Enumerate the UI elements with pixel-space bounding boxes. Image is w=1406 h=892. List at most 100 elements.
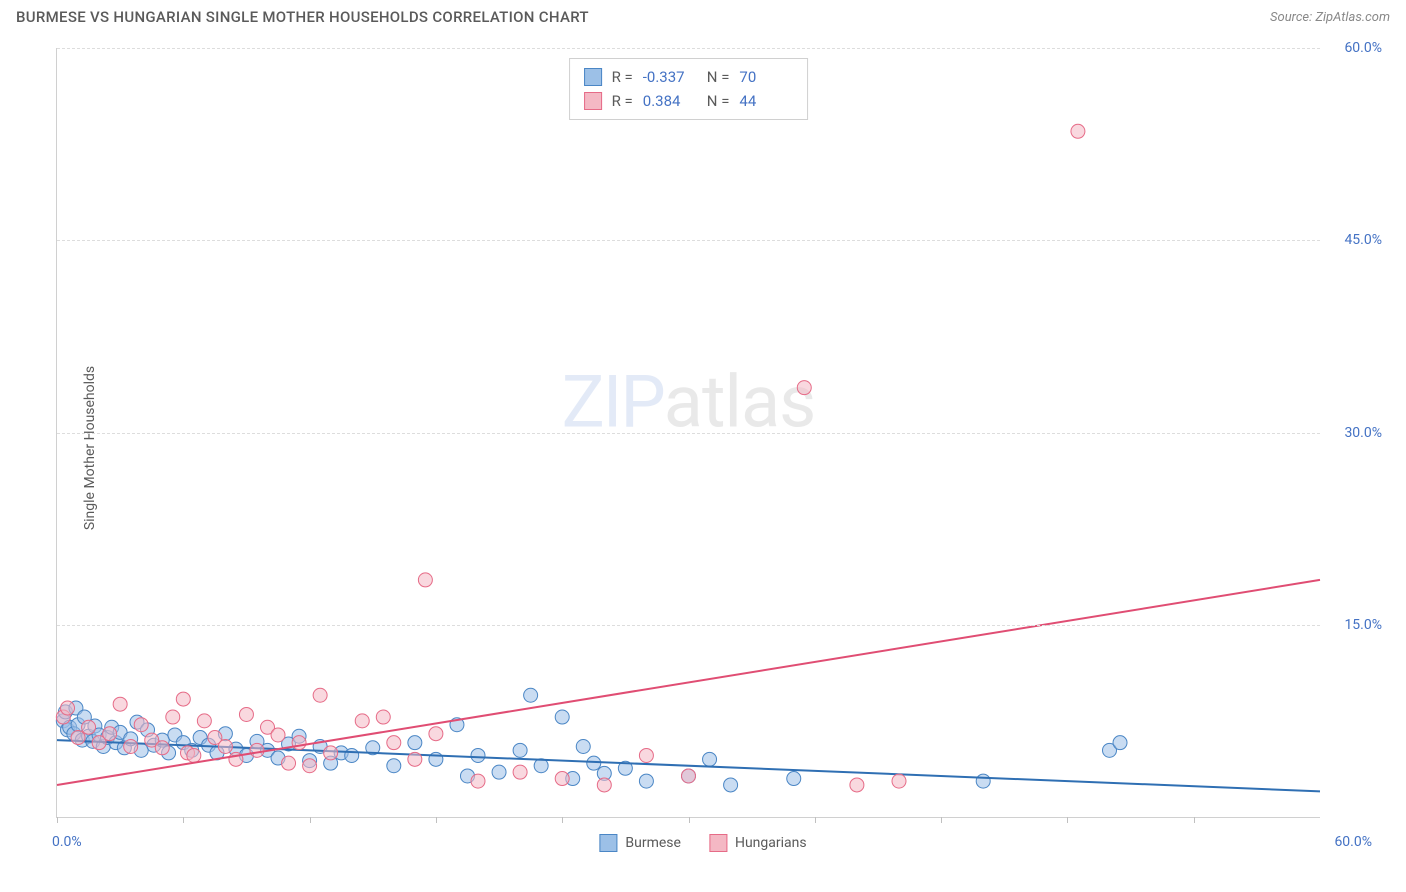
data-point [797, 381, 811, 395]
data-point [166, 710, 180, 724]
stats-legend: R = -0.337 N = 70 R = 0.384 N = 44 [569, 58, 809, 120]
data-point [471, 748, 485, 762]
data-point [408, 752, 422, 766]
data-point [239, 707, 253, 721]
data-point [155, 741, 169, 755]
x-tick [1194, 817, 1195, 823]
data-point [408, 736, 422, 750]
legend-label-hungarians: Hungarians [735, 835, 807, 851]
data-point [892, 774, 906, 788]
data-point [682, 769, 696, 783]
data-point [513, 743, 527, 757]
data-point [134, 718, 148, 732]
data-point [787, 772, 801, 786]
r-value-burmese: -0.337 [643, 65, 697, 89]
legend-swatch-burmese [599, 834, 617, 852]
x-tick [183, 817, 184, 823]
x-tick [1067, 817, 1068, 823]
trendline [57, 580, 1320, 785]
data-point [429, 727, 443, 741]
data-point [703, 752, 717, 766]
data-point [176, 692, 190, 706]
data-point [471, 774, 485, 788]
data-point [71, 731, 85, 745]
data-point [492, 765, 506, 779]
data-point [187, 748, 201, 762]
data-point [1113, 736, 1127, 750]
data-point [524, 688, 538, 702]
legend-item-burmese: Burmese [599, 834, 681, 852]
plot-area: ZIPatlas R = -0.337 N = 70 R = 0.384 N =… [56, 48, 1320, 818]
legend-label-burmese: Burmese [625, 835, 681, 851]
stats-row-hungarians: R = 0.384 N = 44 [584, 89, 794, 113]
x-tick [941, 817, 942, 823]
r-label: R = [612, 65, 633, 89]
data-point [355, 714, 369, 728]
x-axis-min-label: 0.0% [52, 834, 82, 850]
n-value-hungarians: 44 [739, 89, 793, 113]
x-axis-max-label: 60.0% [1334, 834, 1372, 850]
r-value-hungarians: 0.384 [643, 89, 697, 113]
gridline [57, 240, 1320, 241]
swatch-burmese [584, 68, 602, 86]
source-prefix: Source: [1270, 10, 1315, 25]
data-point [103, 727, 117, 741]
x-tick [436, 817, 437, 823]
x-tick [689, 817, 690, 823]
legend-swatch-hungarians [709, 834, 727, 852]
data-point [850, 778, 864, 792]
chart-container: Single Mother Households ZIPatlas R = -0… [16, 38, 1390, 858]
data-point [303, 759, 317, 773]
data-point [418, 573, 432, 587]
x-tick [310, 817, 311, 823]
data-point [724, 778, 738, 792]
gridline [57, 625, 1320, 626]
n-label-2: N = [707, 89, 730, 113]
data-point [513, 765, 527, 779]
trendline [57, 740, 1320, 791]
data-point [292, 736, 306, 750]
source-name: ZipAtlas.com [1315, 10, 1390, 25]
data-point [82, 720, 96, 734]
chart-header: BURMESE VS HUNGARIAN SINGLE MOTHER HOUSE… [0, 0, 1406, 30]
data-point [976, 774, 990, 788]
chart-title: BURMESE VS HUNGARIAN SINGLE MOTHER HOUSE… [16, 8, 589, 26]
swatch-hungarians [584, 92, 602, 110]
data-point [576, 740, 590, 754]
data-point [313, 688, 327, 702]
data-point [324, 746, 338, 760]
data-point [597, 778, 611, 792]
data-point [250, 743, 264, 757]
data-point [113, 697, 127, 711]
data-point [555, 710, 569, 724]
y-tick-label: 60.0% [1344, 40, 1382, 56]
data-point [639, 748, 653, 762]
data-point [282, 756, 296, 770]
x-tick [562, 817, 563, 823]
y-tick-label: 45.0% [1344, 232, 1382, 248]
data-point [587, 756, 601, 770]
data-point [555, 772, 569, 786]
data-point [124, 740, 138, 754]
chart-source: Source: ZipAtlas.com [1270, 10, 1390, 25]
data-point [197, 714, 211, 728]
stats-row-burmese: R = -0.337 N = 70 [584, 65, 794, 89]
data-point [218, 740, 232, 754]
data-point [61, 701, 75, 715]
x-tick [57, 817, 58, 823]
data-point [345, 748, 359, 762]
data-point [376, 710, 390, 724]
legend-item-hungarians: Hungarians [709, 834, 807, 852]
gridline [57, 48, 1320, 49]
n-label: N = [707, 65, 730, 89]
gridline [57, 433, 1320, 434]
data-point [639, 774, 653, 788]
x-tick [815, 817, 816, 823]
n-value-burmese: 70 [739, 65, 793, 89]
r-label-2: R = [612, 89, 633, 113]
data-point [271, 728, 285, 742]
y-tick-label: 15.0% [1344, 617, 1382, 633]
data-point [387, 736, 401, 750]
data-point [1071, 124, 1085, 138]
y-tick-label: 30.0% [1344, 425, 1382, 441]
